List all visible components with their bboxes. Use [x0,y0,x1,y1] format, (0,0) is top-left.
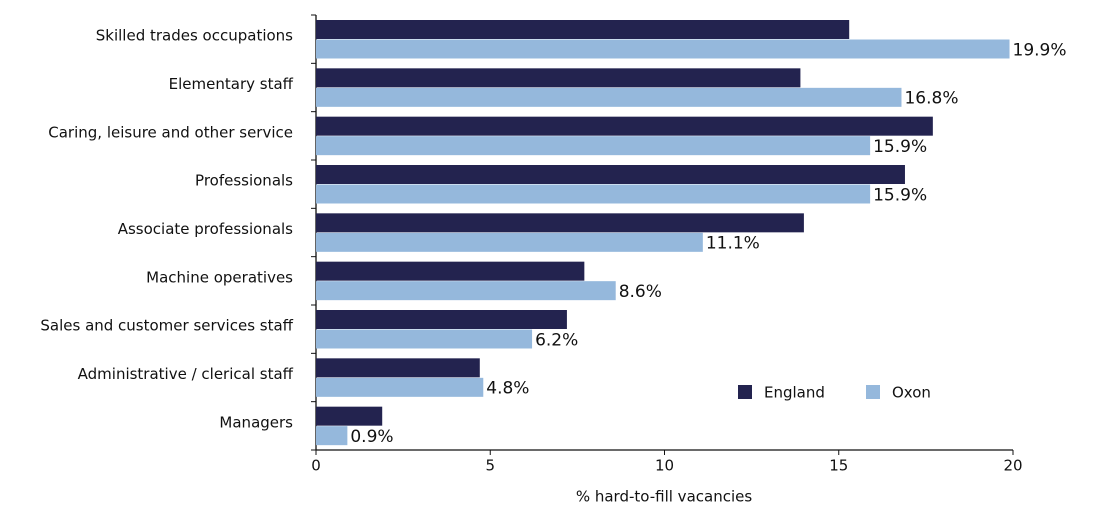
legend-swatch [738,385,752,399]
bar [316,213,804,233]
category-label: Managers [219,413,293,431]
bar [316,261,585,281]
bar [316,184,871,204]
value-label: 0.9% [350,427,393,447]
x-tick-label: 5 [485,457,495,475]
x-tick-label: 15 [829,457,848,475]
legend-swatch [866,385,880,399]
value-label: 8.6% [619,282,662,302]
category-label: Machine operatives [146,268,293,286]
bar [316,68,801,88]
value-label: 15.9% [873,137,927,157]
bar [316,377,484,397]
value-label: 6.2% [535,330,578,350]
bar [316,358,480,378]
category-label: Professionals [195,172,293,190]
bar [316,39,1010,59]
bar [316,20,850,39]
category-label: Elementary staff [169,75,294,93]
bar [316,165,905,184]
bar [316,406,383,426]
value-label: 16.8% [904,89,958,109]
bar [316,87,902,107]
legend-label: England [764,384,825,402]
bar [316,281,616,301]
value-label: 19.9% [1013,40,1067,60]
x-axis-title: % hard-to-fill vacancies [576,488,753,506]
category-label: Sales and customer services staff [40,317,293,335]
x-tick-label: 10 [655,457,674,475]
bar [316,329,533,349]
value-label: 11.1% [706,234,760,254]
bar [316,310,567,329]
bar [316,232,703,252]
value-label: 15.9% [873,185,927,205]
value-label: 4.8% [486,379,529,399]
bar [316,426,348,446]
x-tick-label: 20 [1003,457,1022,475]
category-label: Skilled trades occupations [96,27,293,45]
bar [316,136,871,156]
legend-label: Oxon [892,384,931,402]
category-label: Associate professionals [118,220,293,238]
bar [316,116,933,136]
category-label: Administrative / clerical staff [78,365,294,383]
category-label: Caring, leisure and other service [48,123,293,141]
x-tick-label: 0 [311,457,321,475]
